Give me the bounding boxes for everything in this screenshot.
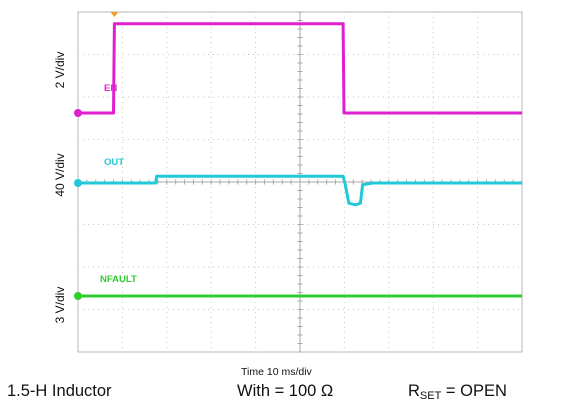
channel-marker-out: [74, 179, 82, 187]
en-channel-scale: 2 V/div: [53, 51, 67, 89]
out-channel-scale: 40 V/div: [53, 153, 67, 197]
trace-label-nfault: NFAULT: [100, 274, 137, 285]
rset-subscript: SET: [419, 390, 442, 402]
trace-out: [78, 174, 522, 207]
nfault-channel-scale: 3 V/div: [53, 286, 67, 324]
trace-en: [78, 22, 522, 115]
x-axis-label: Time 10 ms/div: [241, 366, 312, 378]
inductor-note: 1.5-H Inductor: [7, 382, 112, 400]
trigger-marker: [110, 12, 119, 17]
channel-marker-nfault: [74, 292, 82, 300]
rset-value: = OPEN: [441, 382, 507, 400]
rset-label: R: [408, 382, 420, 400]
trace-label-en: EN: [104, 83, 117, 94]
trace-label-out: OUT: [104, 157, 124, 168]
rset-note: RSET = OPEN: [408, 382, 507, 402]
channel-marker-en: [74, 109, 82, 117]
resistor-note: With = 100 Ω: [237, 382, 334, 400]
